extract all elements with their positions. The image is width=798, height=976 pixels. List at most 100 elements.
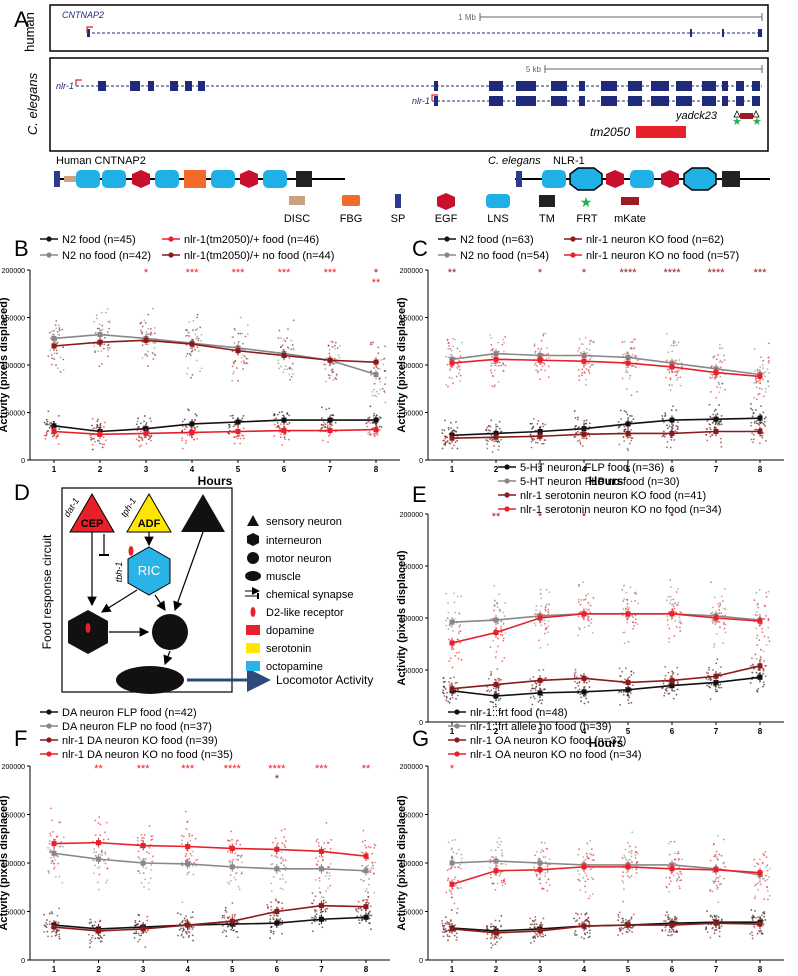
data-point [446,436,449,439]
data-point [501,343,504,346]
data-point [631,353,634,356]
data-point [460,853,463,856]
data-point [664,692,666,695]
data-point [757,916,759,919]
mean-marker [713,920,719,926]
data-point [547,611,550,614]
data-point [713,855,716,858]
data-point [185,329,188,331]
data-point [715,358,718,361]
data-point [709,426,711,429]
data-point [324,363,327,366]
y-tick-label: 0 [21,958,25,965]
data-point [321,417,323,420]
x-tick-label: 7 [328,465,333,474]
data-point [534,870,537,873]
legend-tm-label: TM [539,213,555,225]
data-point [630,855,633,858]
data-point [534,919,537,921]
data-point [490,419,493,422]
data-point [49,832,52,835]
legend-marker [46,723,52,729]
mean-marker [625,611,631,617]
data-point [373,432,376,435]
data-point [49,807,52,810]
legend-marker [46,709,52,715]
mean-marker [274,846,280,852]
panel-letter-b: B [14,236,29,261]
data-point [230,830,233,833]
mean-marker [493,858,499,864]
data-point [499,925,502,928]
data-point [458,372,460,375]
data-point [709,859,712,862]
data-point [763,635,766,638]
human-exon [87,29,90,37]
data-point [280,365,282,368]
data-point [324,368,327,370]
data-point [677,859,680,861]
data-point [541,887,544,890]
data-point [233,423,236,426]
data-point [43,930,46,933]
data-point [446,363,449,366]
data-point [503,880,505,883]
data-point [135,932,138,935]
data-point [322,859,324,862]
data-point [458,632,460,635]
data-point [592,854,595,857]
data-point [709,915,712,918]
data-point [270,925,273,928]
data-point [502,363,505,366]
data-point [586,855,589,858]
data-point [765,886,768,889]
data-point [715,850,718,853]
data-point [279,887,282,890]
data-point [762,650,765,653]
data-point [330,340,333,343]
data-point [292,373,294,375]
data-point [489,937,492,940]
worm-lns-frt-domain-1 [569,167,603,191]
data-point [449,920,452,923]
data-point [221,914,224,917]
data-point [500,625,502,628]
data-point [454,866,456,869]
data-point [286,346,289,349]
significance-label: * [144,267,149,279]
data-point [630,852,633,855]
data-point [764,675,767,678]
data-point [755,420,758,422]
mean-marker [229,918,235,924]
data-point [99,919,102,922]
data-point [99,934,101,937]
data-point [143,415,146,417]
mean-marker [189,421,195,427]
data-point [628,442,631,445]
data-point [498,837,501,839]
data-point [762,669,765,672]
data-point [103,426,105,428]
data-point [199,326,202,329]
data-point [49,349,52,351]
data-point [491,355,493,358]
data-point [501,634,504,637]
data-point [545,588,548,591]
data-point [635,593,638,595]
data-point [60,840,63,843]
significance-label: * [538,267,543,279]
data-point [447,700,450,703]
data-point [623,631,626,634]
x-tick-label: 2 [494,727,499,736]
data-point [757,863,760,866]
data-point [490,849,493,852]
data-point [54,341,57,344]
data-point [368,870,370,873]
data-point [190,428,192,431]
data-point [52,862,55,865]
data-point [675,425,678,427]
data-point [718,930,721,933]
data-point [188,409,190,412]
data-point [445,624,448,627]
